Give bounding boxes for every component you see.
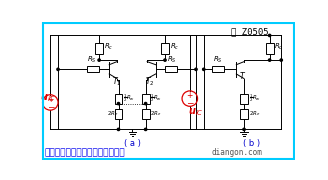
- Text: diangon.com: diangon.com: [212, 148, 262, 157]
- Bar: [165, 66, 177, 72]
- Bar: [240, 94, 248, 104]
- Text: $2R_e$: $2R_e$: [249, 110, 260, 118]
- Text: 图 Z0505: 图 Z0505: [231, 28, 269, 37]
- Text: $T$: $T$: [239, 70, 247, 81]
- Text: −: −: [47, 102, 54, 111]
- Bar: [95, 43, 103, 54]
- Text: $2R_e$: $2R_e$: [107, 110, 118, 118]
- Bar: [161, 43, 169, 54]
- Text: +: +: [47, 95, 53, 104]
- Text: +: +: [187, 91, 193, 100]
- Circle shape: [203, 68, 205, 71]
- Circle shape: [195, 68, 197, 71]
- Text: −: −: [186, 98, 194, 107]
- Text: $\frac{1}{2}R_w$: $\frac{1}{2}R_w$: [150, 92, 162, 104]
- Bar: [212, 66, 224, 72]
- Circle shape: [164, 59, 166, 61]
- Bar: [142, 94, 150, 104]
- Text: $\frac{1}{2}R_w$: $\frac{1}{2}R_w$: [123, 92, 135, 104]
- Bar: [114, 109, 122, 119]
- Text: $R_c$: $R_c$: [104, 42, 113, 52]
- Circle shape: [268, 34, 271, 37]
- Circle shape: [117, 128, 120, 130]
- Text: $\frac{1}{2}R_w$: $\frac{1}{2}R_w$: [249, 92, 261, 104]
- Circle shape: [57, 68, 59, 71]
- Bar: [142, 109, 150, 119]
- Text: $T_2$: $T_2$: [145, 75, 154, 88]
- Text: $R_c$: $R_c$: [274, 42, 284, 52]
- Circle shape: [243, 128, 245, 130]
- Circle shape: [280, 59, 282, 61]
- Circle shape: [98, 59, 100, 61]
- Text: $R_S$: $R_S$: [87, 55, 97, 65]
- Bar: [114, 94, 122, 104]
- Bar: [266, 43, 274, 54]
- Text: $\boldsymbol{u}_{iC}$: $\boldsymbol{u}_{iC}$: [188, 107, 204, 118]
- Text: $R_S$: $R_S$: [167, 55, 177, 65]
- Text: ( b ): ( b ): [243, 139, 260, 148]
- Text: ( a ): ( a ): [124, 139, 141, 148]
- Circle shape: [144, 102, 147, 105]
- Bar: [87, 66, 99, 72]
- Text: 基本差动放大电路的共模等效电路: 基本差动放大电路的共模等效电路: [45, 148, 126, 157]
- Text: $R_S$: $R_S$: [213, 55, 223, 65]
- Bar: [240, 109, 248, 119]
- Text: $R_c$: $R_c$: [170, 42, 179, 52]
- Circle shape: [268, 59, 271, 61]
- Text: $T_1$: $T_1$: [112, 75, 121, 88]
- Text: $\boldsymbol{u}_{iC}$: $\boldsymbol{u}_{iC}$: [40, 93, 56, 105]
- Circle shape: [117, 102, 120, 105]
- Text: $2R_e$: $2R_e$: [150, 110, 162, 118]
- Circle shape: [144, 128, 147, 130]
